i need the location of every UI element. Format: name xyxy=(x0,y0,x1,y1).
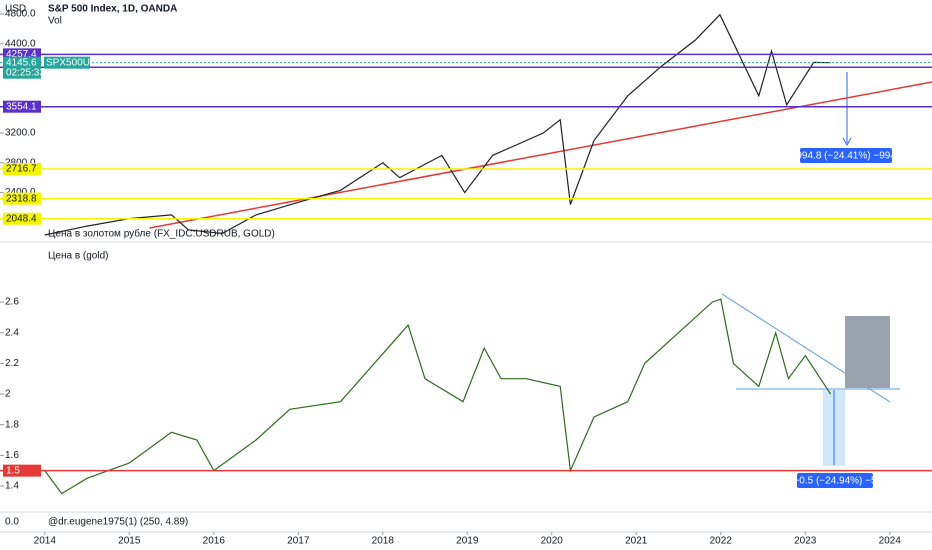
x-tick-label: 2016 xyxy=(203,536,226,547)
level-label: 1.5 xyxy=(6,465,20,476)
x-tick-label: 2022 xyxy=(710,536,733,547)
y-tick-label: 1.6 xyxy=(5,450,19,461)
indicator-tick-label: 0.0 xyxy=(5,517,19,528)
series-name: SPX500USD xyxy=(46,57,104,68)
indicator-label: @dr.eugene1975(1) (250, 4.89) xyxy=(48,517,188,528)
chart-subtitle: Vol xyxy=(48,16,62,27)
x-tick-label: 2015 xyxy=(118,536,141,547)
y-tick-label: 1.4 xyxy=(5,481,19,492)
y-tick-label: 2.4 xyxy=(5,327,19,338)
last-price-label: 4145.6 xyxy=(6,57,37,68)
x-tick-label: 2020 xyxy=(541,536,564,547)
x-tick-label: 2024 xyxy=(879,536,902,547)
photo xyxy=(845,316,890,388)
x-tick-label: 2021 xyxy=(625,536,648,547)
price-line xyxy=(44,13,831,236)
level-label-box xyxy=(3,192,41,205)
series-name-box xyxy=(44,56,90,69)
y-tick-label: 3200.0 xyxy=(5,128,36,139)
annotation-box xyxy=(800,148,892,163)
level-label: 2048.4 xyxy=(6,213,37,224)
annotation-box xyxy=(797,473,873,488)
y-tick-label: 2 xyxy=(5,389,11,400)
annotation: −0.5 (−24.94%) −5 xyxy=(793,476,877,487)
x-tick-label: 2014 xyxy=(34,536,57,547)
level-label: 3554.1 xyxy=(6,101,37,112)
level-label: 2716.7 xyxy=(6,164,37,175)
level-label: 2318.8 xyxy=(6,193,37,204)
annotation: −994.8 (−24.41%) −9948 xyxy=(791,151,902,162)
price-line xyxy=(44,298,832,495)
y-tick-label: 4800.0 xyxy=(5,9,36,20)
level-label: 4257.4 xyxy=(6,49,37,60)
y-tick-label: 2800.0 xyxy=(5,157,36,168)
y-tick-label: 4400.0 xyxy=(5,38,36,49)
level-label-box xyxy=(3,464,41,477)
x-tick-label: 2019 xyxy=(456,536,479,547)
x-tick-label: 2017 xyxy=(287,536,310,547)
pane-subtitle: Цена в (gold) xyxy=(48,251,108,262)
countdown: 02:25:33 xyxy=(6,67,45,78)
last-price-box xyxy=(3,56,41,79)
y-tick-label: 2.6 xyxy=(5,297,19,308)
y-tick-label: 2.2 xyxy=(5,358,19,369)
y-tick-label: 1.8 xyxy=(5,419,19,430)
level-label-box xyxy=(3,163,41,176)
y-axis-label: USD xyxy=(5,4,26,15)
level-label-box xyxy=(3,212,41,225)
pane-title: Цена в золотом рубле (FX_IDC:USDRUB, GOL… xyxy=(48,228,275,240)
level-label-box xyxy=(3,100,41,113)
chart-title: S&P 500 Index, 1D, OANDA xyxy=(48,4,177,15)
x-tick-label: 2018 xyxy=(372,536,395,547)
x-tick-label: 2023 xyxy=(794,536,817,547)
arrow-head xyxy=(842,137,852,147)
